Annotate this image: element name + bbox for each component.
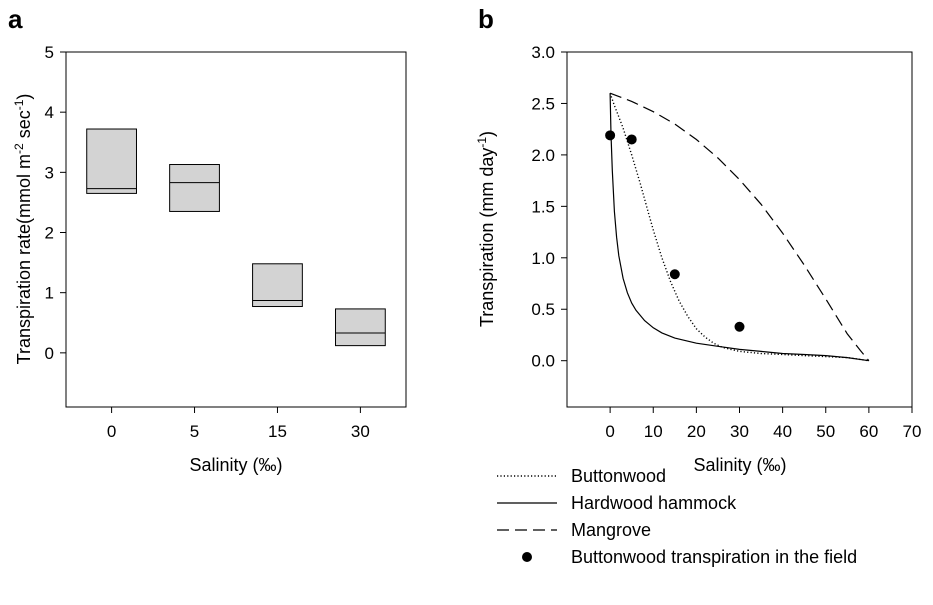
panel-b-y-tick-label: 1.0 <box>531 249 555 268</box>
panel-a-y-tick-label: 5 <box>45 43 54 62</box>
panel-b-x-tick-label: 10 <box>644 422 663 441</box>
series-line-hardwood-hammock <box>609 93 869 362</box>
legend-label-hardwood-hammock: Hardwood hammock <box>571 493 737 513</box>
series-line-mangrove <box>609 92 870 362</box>
series-line-buttonwood <box>609 92 869 362</box>
panel-a-y-tick-label: 0 <box>45 344 54 363</box>
panel-a: a 0 1 2 3 4 5 0 5 15 30 Salinity (‰) Transpirati… <box>8 4 407 475</box>
panel-a-y-axis-label: Transpiration rate(mmol m-2 sec-1) <box>12 94 34 365</box>
panel-a-x-axis-label: Salinity (‰) <box>189 455 282 475</box>
panel-b-y-tick-label: 0.0 <box>531 352 555 371</box>
panel-a-y-tick-label: 3 <box>45 163 54 182</box>
box-0 <box>86 128 137 194</box>
panel-b-y-tick-label: 3.0 <box>531 43 555 62</box>
panel-a-y-tick-label: 1 <box>45 284 54 303</box>
panel-b-x-tick-label: 70 <box>903 422 922 441</box>
panel-a-y-tick-label: 2 <box>45 224 54 243</box>
panel-b-y-tick-label: 2.0 <box>531 146 555 165</box>
panel-b: b 0.00.51.01.52.02.53.0 0 10 20 30 40 50 60 70 … <box>475 4 921 475</box>
panel-a-x-tick-label: 0 <box>107 422 116 441</box>
legend-label-mangrove: Mangrove <box>571 520 651 540</box>
field-point <box>734 321 745 332</box>
box-15 <box>252 263 303 308</box>
panel-a-plot-frame <box>65 51 407 408</box>
panel-b-y-tick-label: 1.5 <box>531 197 555 216</box>
panel-b-x-tick-label: 50 <box>816 422 835 441</box>
panel-b-x-tick-label: 40 <box>773 422 792 441</box>
panel-b-field-points <box>605 130 745 332</box>
panel-b-x-tick-label: 30 <box>730 422 749 441</box>
panel-a-letter: a <box>8 4 23 34</box>
legend-label-buttonwood: Buttonwood <box>571 466 666 486</box>
field-point <box>626 134 637 145</box>
panel-b-y-axis-label: Transpiration (mm day-1) <box>475 131 497 327</box>
field-point <box>605 130 616 141</box>
legend-label-buttonwood-transpiration-in-the-field: Buttonwood transpiration in the field <box>571 547 857 567</box>
panel-b-x-tick-label: 0 <box>605 422 614 441</box>
panel-b-x-ticks: 0 10 20 30 40 50 60 70 <box>605 407 921 441</box>
panel-a-y-ticks: 0 1 2 3 4 5 <box>45 43 66 363</box>
legend-marker-buttonwood-transpiration-in-the-field <box>522 552 532 562</box>
legend: Buttonwood Hardwood hammock Mangrove Button… <box>497 466 857 567</box>
box-30 <box>335 308 386 347</box>
panel-a-x-tick-label: 5 <box>190 422 199 441</box>
panel-b-y-tick-label: 0.5 <box>531 300 555 319</box>
panel-a-boxes <box>86 128 386 347</box>
panel-b-x-tick-label: 60 <box>859 422 878 441</box>
panel-a-x-ticks: 0 5 15 30 <box>107 407 370 441</box>
box-5 <box>169 164 220 212</box>
panel-a-x-tick-label: 30 <box>351 422 370 441</box>
panel-b-y-ticks: 0.0 0.5 1.0 1.5 2.0 2.5 3.0 <box>531 43 567 371</box>
panel-b-x-axis-label: Salinity (‰) <box>693 455 786 475</box>
panel-b-series <box>609 92 870 362</box>
panel-a-y-tick-label: 4 <box>45 103 54 122</box>
panel-b-plot-frame <box>566 51 913 408</box>
panel-b-letter: b <box>478 4 494 34</box>
panel-b-x-tick-label: 20 <box>687 422 706 441</box>
panel-a-x-tick-label: 15 <box>268 422 287 441</box>
panel-b-y-tick-label: 2.5 <box>531 94 555 113</box>
field-point <box>669 269 680 280</box>
